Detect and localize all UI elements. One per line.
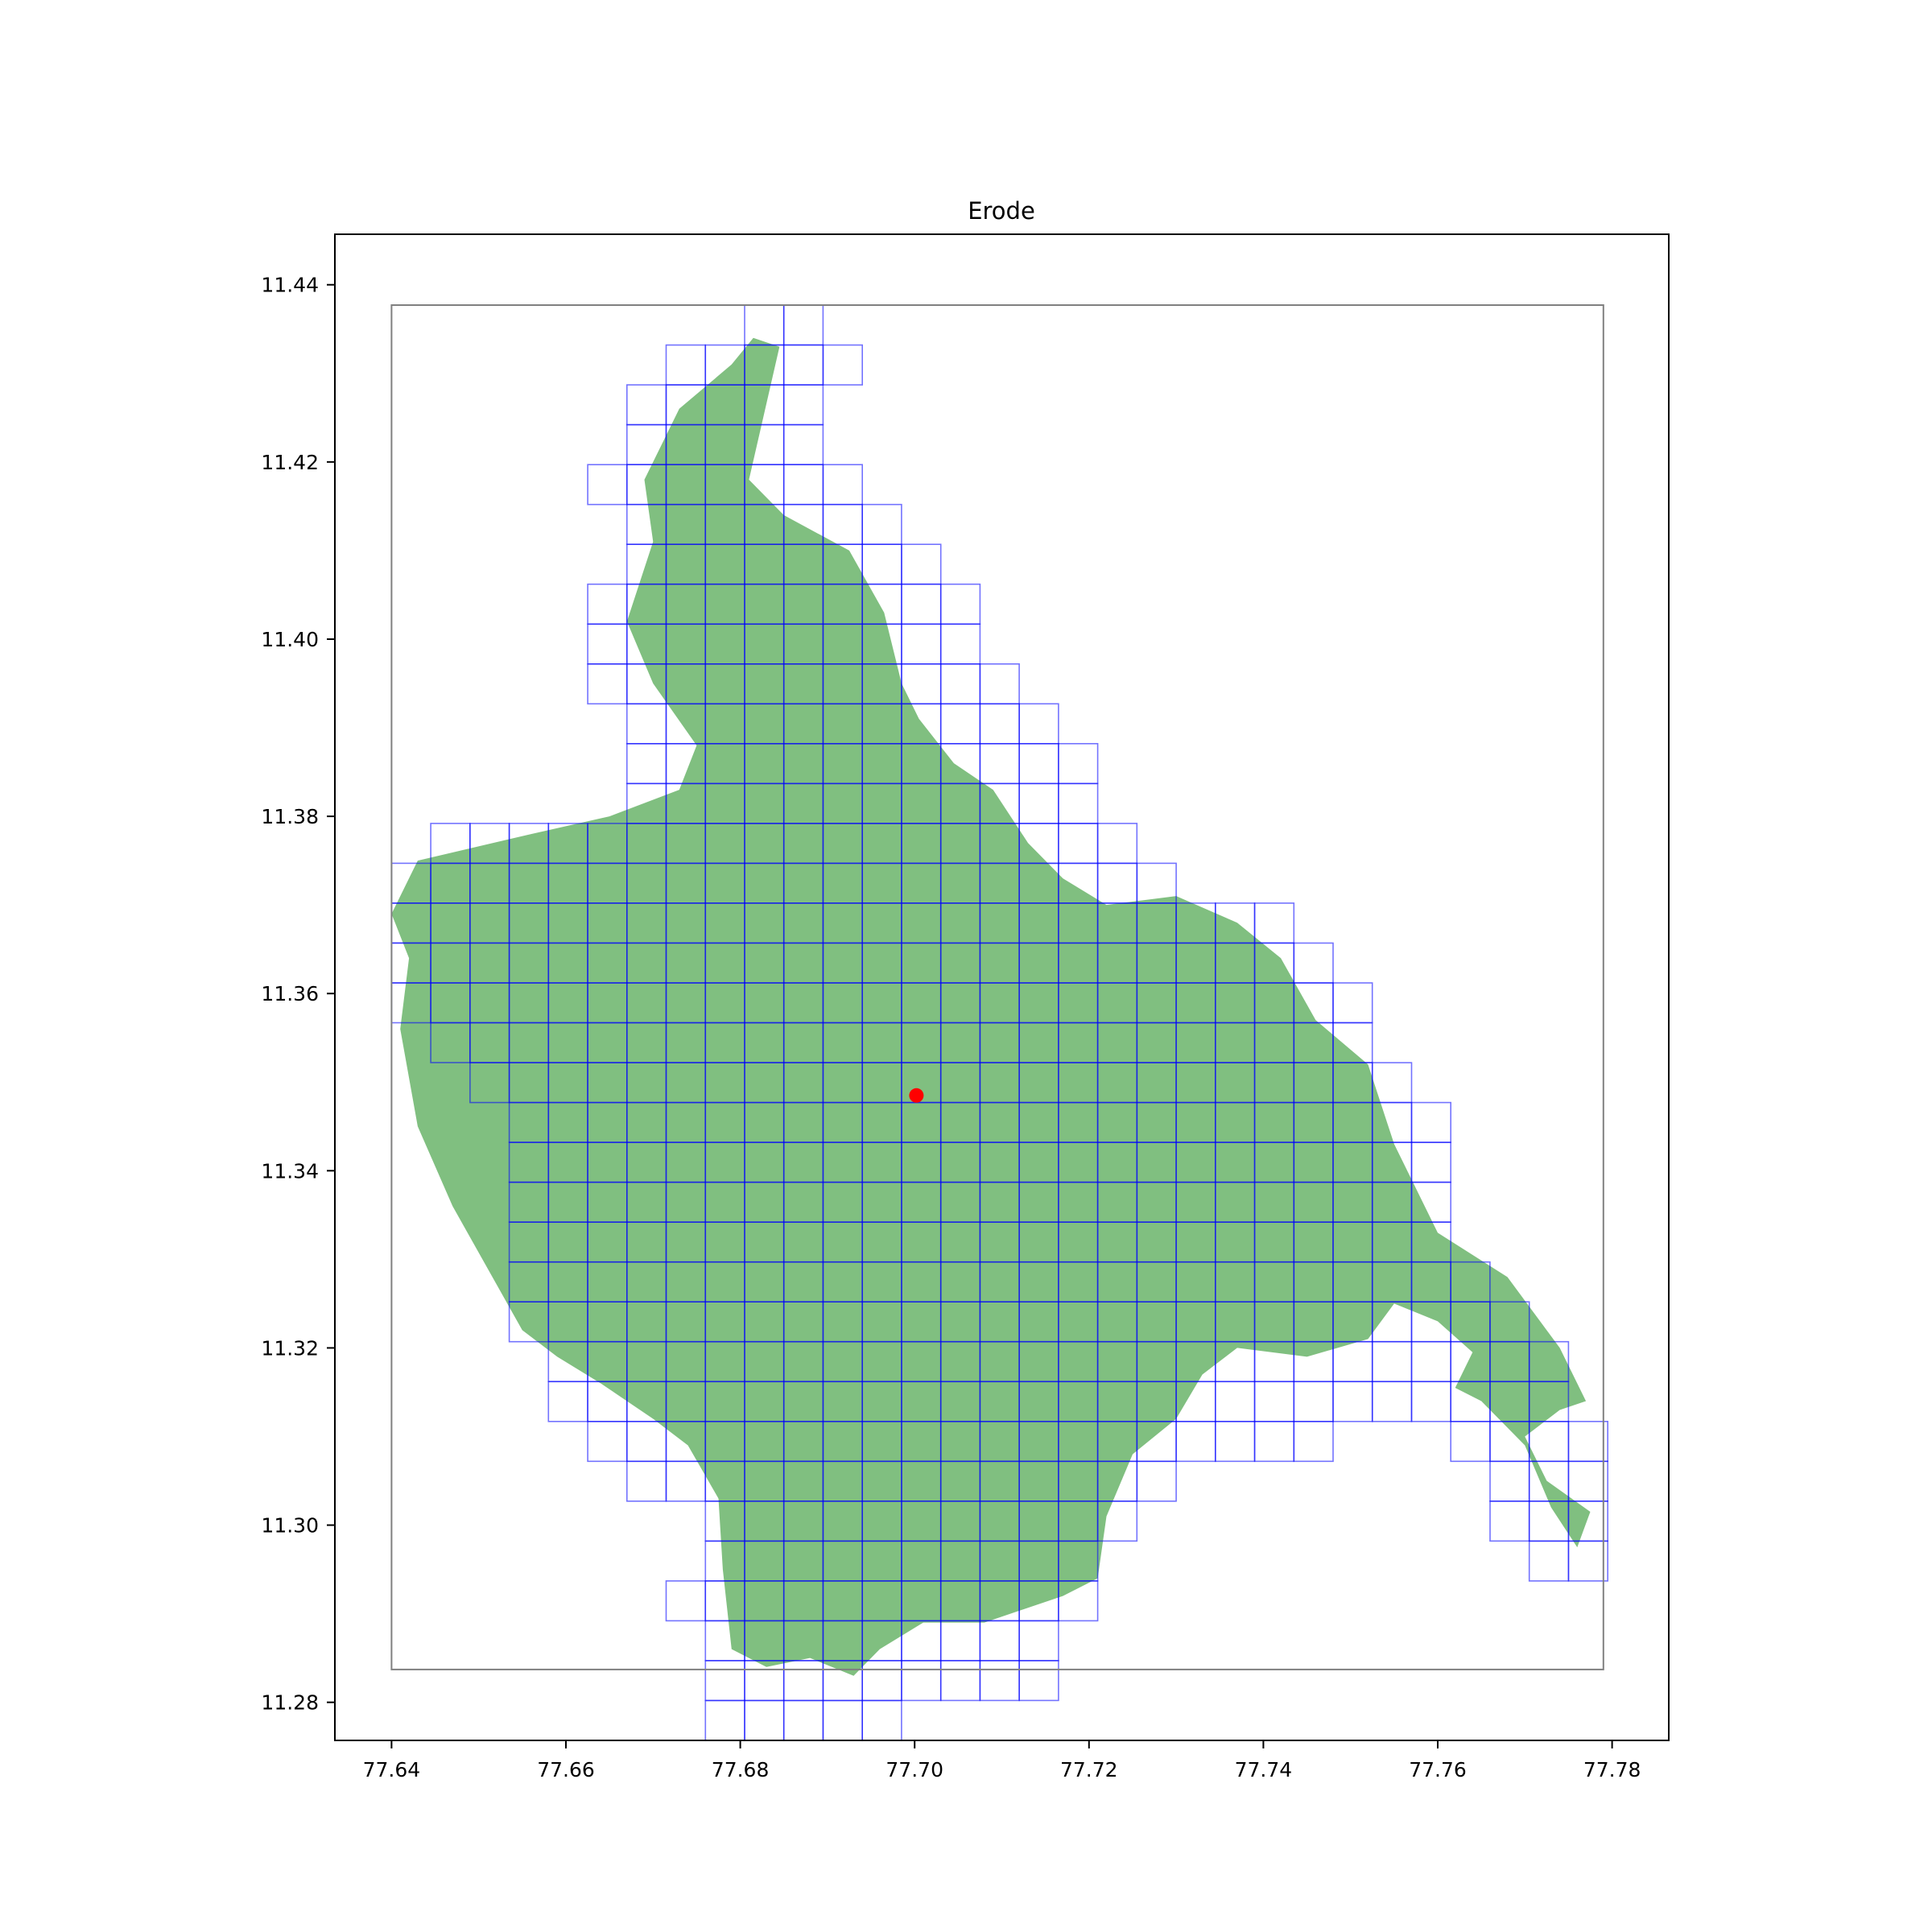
- y-tick-label: 11.38: [261, 805, 319, 828]
- grid-cell: [1136, 1460, 1177, 1502]
- x-tick-label: 77.68: [712, 1758, 770, 1781]
- x-tick-label: 77.72: [1060, 1758, 1118, 1781]
- grid-cell: [1018, 1660, 1059, 1702]
- y-tick-label: 11.40: [261, 628, 319, 651]
- center-point-marker: [909, 1088, 924, 1103]
- y-axis: 11.28 11.30 11.32 11.34 11.36 11.38 11.40 11.42…: [261, 274, 335, 1715]
- grid-cell-layer: [390, 304, 1609, 1741]
- x-tick-label: 77.78: [1583, 1758, 1641, 1781]
- axes-frame: [334, 233, 1670, 1741]
- y-tick-label: 11.44: [261, 274, 319, 297]
- y-tick-label: 11.28: [261, 1691, 319, 1715]
- grid-cell: [1293, 1421, 1334, 1463]
- y-tick-label: 11.32: [261, 1336, 319, 1360]
- chart-title: Erode: [968, 197, 1035, 225]
- x-axis: 77.64 77.66 77.68 77.70 77.72 77.74 77.76 77.78: [363, 1740, 1641, 1781]
- x-tick-label: 77.74: [1235, 1758, 1293, 1781]
- y-tick-label: 11.34: [261, 1159, 319, 1183]
- bounding-box: [390, 304, 1604, 1670]
- grid-cell: [822, 344, 864, 386]
- x-tick-label: 77.76: [1409, 1758, 1467, 1781]
- x-tick-label: 77.64: [363, 1758, 421, 1781]
- y-tick-label: 11.30: [261, 1514, 319, 1538]
- x-tick-label: 77.66: [537, 1758, 595, 1781]
- bounding-box-layer: [390, 304, 1604, 1670]
- grid-cell: [1567, 1540, 1609, 1582]
- y-tick-label: 11.42: [261, 451, 319, 474]
- x-tick-label: 77.70: [886, 1758, 943, 1781]
- marker-layer: [909, 1088, 924, 1103]
- grid-cell: [1058, 1580, 1099, 1622]
- grid-cell: [1096, 1501, 1138, 1542]
- y-tick-label: 11.36: [261, 982, 319, 1005]
